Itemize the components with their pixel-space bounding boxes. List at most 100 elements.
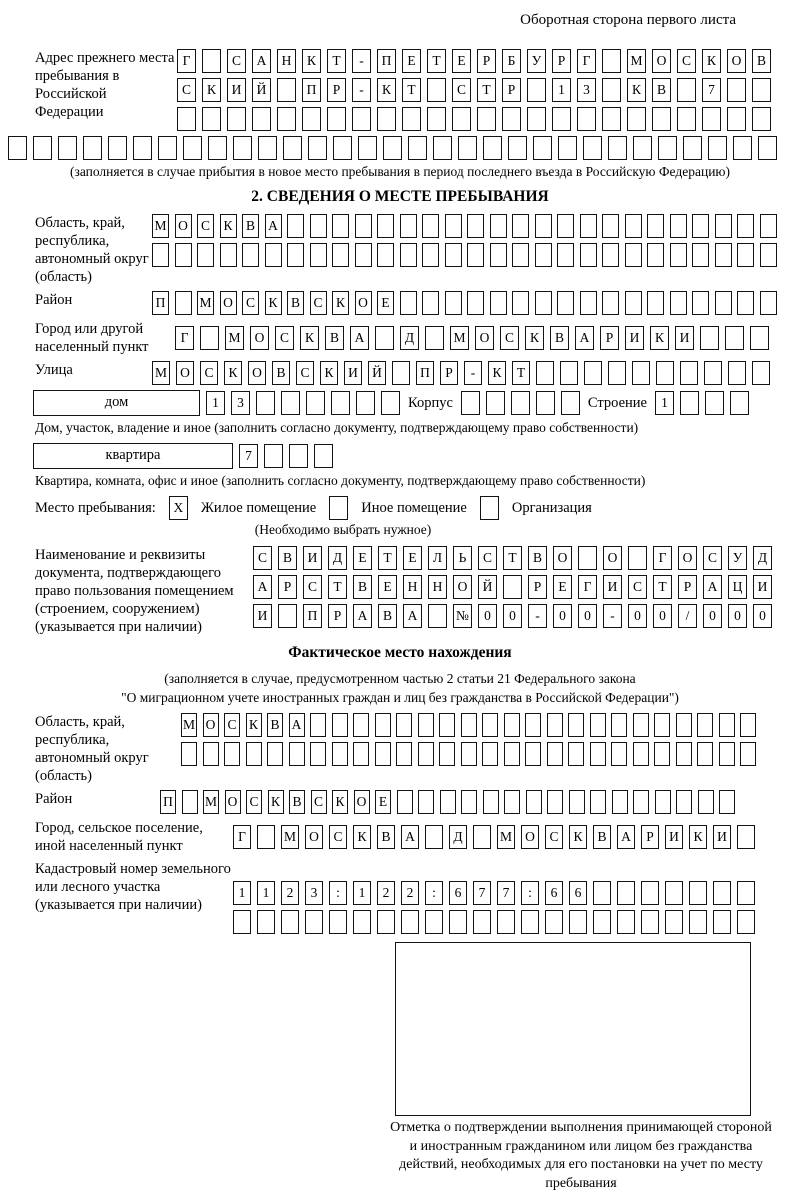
char-box[interactable] <box>200 326 219 350</box>
char-box[interactable]: Г <box>233 825 251 849</box>
char-box[interactable] <box>428 604 447 628</box>
char-box[interactable] <box>252 107 271 131</box>
char-box[interactable] <box>641 881 659 905</box>
char-box[interactable] <box>510 391 530 415</box>
char-box[interactable]: А <box>264 214 282 238</box>
char-box[interactable]: Р <box>328 604 347 628</box>
char-box[interactable]: В <box>550 326 569 350</box>
char-box[interactable]: Р <box>278 575 297 599</box>
char-box[interactable] <box>422 243 439 267</box>
char-box[interactable] <box>354 243 372 267</box>
char-box[interactable]: К <box>224 361 242 385</box>
char-box[interactable]: И <box>227 78 246 102</box>
char-box[interactable]: Д <box>449 825 467 849</box>
char-box[interactable]: С <box>309 291 327 315</box>
char-box[interactable] <box>503 713 520 737</box>
char-box[interactable] <box>602 49 621 73</box>
char-box[interactable] <box>467 243 484 267</box>
char-box[interactable]: 1 <box>233 881 251 905</box>
char-box[interactable]: О <box>202 713 219 737</box>
char-box[interactable] <box>534 214 552 238</box>
char-box[interactable] <box>737 214 754 238</box>
char-box[interactable]: С <box>275 326 294 350</box>
char-box[interactable]: О <box>174 214 192 238</box>
char-box[interactable]: Е <box>378 575 397 599</box>
char-box[interactable]: № <box>453 604 472 628</box>
char-box[interactable] <box>401 910 419 934</box>
char-box[interactable] <box>535 391 555 415</box>
char-box[interactable]: Е <box>452 49 471 73</box>
char-box[interactable] <box>485 391 505 415</box>
char-box[interactable]: 1 <box>654 391 674 415</box>
char-box[interactable]: - <box>603 604 622 628</box>
char-box[interactable]: П <box>160 790 176 814</box>
char-box[interactable] <box>647 243 664 267</box>
char-box[interactable] <box>624 291 642 315</box>
char-box[interactable]: Т <box>378 546 397 570</box>
char-box[interactable] <box>654 742 670 766</box>
char-box[interactable] <box>408 136 427 160</box>
char-box[interactable] <box>289 444 308 468</box>
char-box[interactable] <box>737 291 754 315</box>
char-box[interactable] <box>482 713 498 737</box>
char-box[interactable]: С <box>253 546 272 570</box>
char-box[interactable] <box>533 136 552 160</box>
char-box[interactable]: А <box>575 326 594 350</box>
char-box[interactable] <box>737 825 755 849</box>
char-box[interactable] <box>309 214 327 238</box>
char-box[interactable] <box>632 713 649 737</box>
char-box[interactable] <box>258 136 277 160</box>
char-box[interactable]: О <box>652 49 671 73</box>
char-box[interactable] <box>560 391 580 415</box>
char-box[interactable] <box>608 136 627 160</box>
char-box[interactable] <box>654 790 671 814</box>
char-box[interactable] <box>433 136 452 160</box>
char-box[interactable]: В <box>278 546 297 570</box>
char-box[interactable] <box>508 136 527 160</box>
char-box[interactable] <box>444 291 462 315</box>
char-box[interactable] <box>283 136 302 160</box>
char-box[interactable]: 2 <box>281 881 299 905</box>
char-box[interactable]: Р <box>502 78 521 102</box>
char-box[interactable]: 6 <box>569 881 587 905</box>
char-box[interactable]: Й <box>478 575 497 599</box>
char-box[interactable] <box>473 825 491 849</box>
char-box[interactable] <box>552 107 571 131</box>
char-box[interactable] <box>665 910 683 934</box>
char-box[interactable]: : <box>329 881 347 905</box>
char-box[interactable]: В <box>652 78 671 102</box>
char-box[interactable]: С <box>310 790 327 814</box>
char-box[interactable] <box>417 713 434 737</box>
char-box[interactable]: И <box>753 575 772 599</box>
char-box[interactable]: А <box>401 825 419 849</box>
char-box[interactable] <box>713 910 731 934</box>
char-box[interactable] <box>611 713 627 737</box>
char-box[interactable]: К <box>332 291 349 315</box>
char-box[interactable] <box>310 742 326 766</box>
char-box[interactable] <box>654 713 670 737</box>
char-box[interactable] <box>545 910 563 934</box>
char-box[interactable]: И <box>303 546 322 570</box>
char-box[interactable] <box>352 107 371 131</box>
char-box[interactable]: Г <box>577 49 596 73</box>
char-box[interactable] <box>737 910 755 934</box>
char-box[interactable]: А <box>617 825 635 849</box>
char-box[interactable] <box>579 214 597 238</box>
char-box[interactable] <box>503 742 520 766</box>
char-box[interactable]: И <box>665 825 683 849</box>
char-box[interactable] <box>425 910 443 934</box>
char-box[interactable] <box>174 291 192 315</box>
char-box[interactable]: М <box>627 49 646 73</box>
char-box[interactable] <box>624 214 642 238</box>
char-box[interactable]: 1 <box>353 881 371 905</box>
char-box[interactable]: П <box>377 49 396 73</box>
char-box[interactable] <box>752 361 770 385</box>
char-box[interactable] <box>208 136 227 160</box>
char-box[interactable] <box>314 444 333 468</box>
char-box[interactable]: О <box>250 326 269 350</box>
char-box[interactable] <box>737 881 755 905</box>
char-box[interactable] <box>714 214 732 238</box>
char-box[interactable] <box>327 107 346 131</box>
char-box[interactable] <box>177 107 196 131</box>
char-box[interactable] <box>658 136 677 160</box>
